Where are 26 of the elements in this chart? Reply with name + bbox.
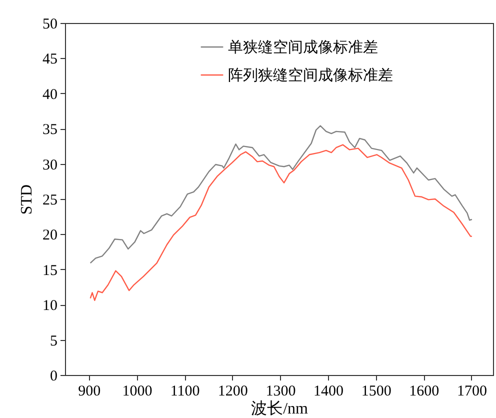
x-tick-label: 1600 bbox=[409, 384, 440, 400]
x-tick-label: 1000 bbox=[122, 384, 152, 400]
y-tick-label: 35 bbox=[42, 122, 58, 138]
legend-label: 阵列狭缝空间成像标准差 bbox=[228, 67, 393, 84]
y-tick-label: 45 bbox=[42, 52, 58, 68]
x-tick-label: 1400 bbox=[314, 384, 344, 400]
y-tick-label: 10 bbox=[42, 298, 58, 314]
x-tick-label: 1300 bbox=[266, 384, 296, 400]
line-series bbox=[90, 144, 473, 301]
y-axis-title: STD bbox=[18, 184, 36, 215]
x-tick-label: 1700 bbox=[456, 384, 487, 400]
y-tick-label: 20 bbox=[42, 228, 58, 244]
y-tick-label: 25 bbox=[42, 192, 58, 208]
x-axis-title: 波长/nm bbox=[251, 400, 308, 418]
legend-label: 单狭缝空间成像标准差 bbox=[228, 39, 378, 56]
y-tick-label: 40 bbox=[42, 86, 58, 103]
y-tick-label: 50 bbox=[42, 16, 58, 32]
y-tick-label: 0 bbox=[50, 368, 58, 384]
y-tick-label: 5 bbox=[50, 333, 58, 350]
x-tick-label: 1200 bbox=[218, 384, 248, 400]
y-tick-label: 30 bbox=[42, 157, 58, 174]
x-tick-label: 1500 bbox=[361, 384, 392, 400]
line-series bbox=[90, 125, 473, 264]
y-tick-label: 15 bbox=[42, 262, 58, 279]
x-tick-label: 900 bbox=[78, 384, 101, 400]
x-tick-label: 1100 bbox=[170, 384, 200, 400]
